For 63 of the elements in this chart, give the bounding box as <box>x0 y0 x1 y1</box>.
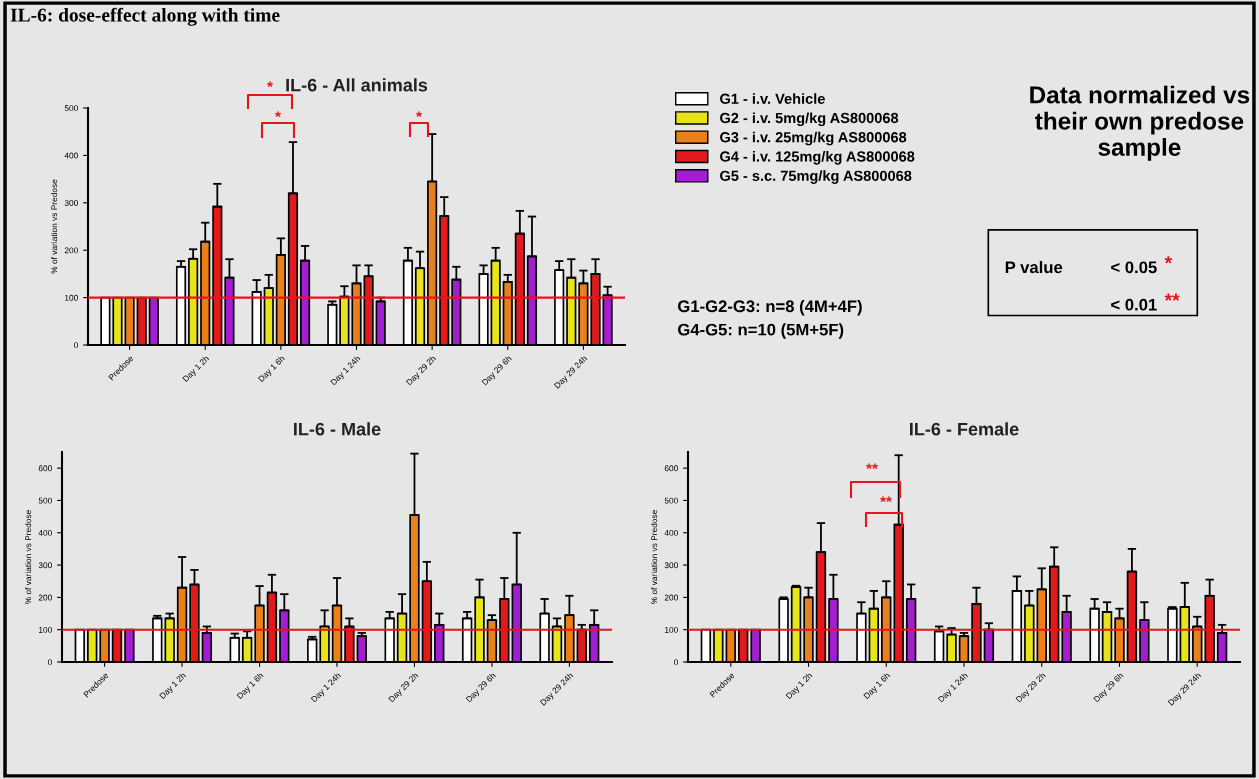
y-tick-label: 600 <box>38 465 52 472</box>
x-tick-label: Day 1 2h <box>158 672 188 701</box>
legend-label: G2 - i.v. 5mg/kg AS800068 <box>720 112 899 127</box>
legend-label: G4 - i.v. 125mg/kg AS800068 <box>720 150 915 165</box>
x-tick-label: Day 29 2h <box>1015 672 1047 704</box>
x-tick-label: Day 1 2h <box>785 672 814 701</box>
y-tick-label: 100 <box>665 626 678 633</box>
text: P value <box>1005 260 1063 274</box>
y-tick-label: 200 <box>64 247 78 254</box>
y-tick-label: 500 <box>64 105 78 112</box>
chart-title: IL-6 - All animals <box>286 78 428 92</box>
legend-label: G1 - i.v. Vehicle <box>720 93 825 104</box>
annotation: ** <box>866 463 878 470</box>
y-axis-title: % of variation vs Predose <box>651 510 658 604</box>
annotation: * <box>416 111 422 118</box>
y-axis-title: % of variation vs Predose <box>25 510 32 604</box>
x-tick-label: Day 29 2h <box>405 355 438 387</box>
chart-title: IL-6 - Female <box>910 422 1019 436</box>
annotation: ** <box>880 496 892 503</box>
text: Data normalized vs their own predose sample <box>1030 85 1250 161</box>
text: G4-G5: n=10 (5M+5F) <box>678 323 844 339</box>
x-tick-label: Day 29 2h <box>388 672 420 704</box>
x-tick-label: Day 29 24h <box>1167 672 1203 707</box>
legend-label: G5 - s.c. 75mg/kg AS800068 <box>720 170 912 184</box>
y-tick-label: 600 <box>664 465 678 472</box>
legend-label: G3 - i.v. 25mg/kg AS800068 <box>720 131 907 146</box>
text: * <box>267 81 273 88</box>
x-tick-label: Day 1 24h <box>330 355 362 387</box>
y-tick-label: 400 <box>664 529 678 536</box>
y-tick-label: 500 <box>38 497 52 504</box>
y-axis-title: % of variation vs Predose <box>51 179 58 274</box>
y-tick-label: 100 <box>65 294 78 301</box>
y-tick-label: 300 <box>664 562 678 569</box>
y-tick-label: 300 <box>64 200 78 206</box>
x-tick-label: Day 1 24h <box>310 672 343 704</box>
x-tick-label: Day 29 24h <box>539 672 575 707</box>
y-tick-label: 500 <box>664 497 678 504</box>
text: G1-G2-G3: n=8 (4M+4F) <box>678 299 862 316</box>
y-tick-label: 200 <box>664 594 678 601</box>
x-tick-label: Day 29 6h <box>465 672 498 704</box>
text: IL-6: dose-effect along with time <box>10 7 280 26</box>
x-tick-label: Day 29 24h <box>553 355 589 390</box>
y-tick-label: 200 <box>38 594 52 601</box>
chart-title: IL-6 - Male <box>294 422 381 436</box>
x-tick-label: Day 1 2h <box>182 355 211 384</box>
y-tick-label: 100 <box>39 626 52 633</box>
y-tick-label: 0 <box>673 659 678 666</box>
text: ** <box>1164 293 1180 301</box>
x-tick-label: Day 1 6h <box>236 672 265 701</box>
text: < 0.05 <box>1111 261 1157 274</box>
y-tick-label: 300 <box>38 562 52 569</box>
y-tick-label: 0 <box>73 342 78 349</box>
text: < 0.01 <box>1111 298 1157 311</box>
x-tick-label: Day 29 6h <box>1093 672 1125 704</box>
text: * <box>1164 256 1173 264</box>
y-tick-label: 400 <box>38 529 52 536</box>
y-tick-label: 400 <box>64 152 78 159</box>
x-tick-label: Day 29 6h <box>481 355 513 387</box>
y-tick-label: 0 <box>47 659 52 666</box>
x-tick-label: Day 1 6h <box>863 672 892 701</box>
annotation: * <box>275 111 281 118</box>
x-tick-label: Day 1 24h <box>937 672 970 704</box>
x-tick-label: Day 1 6h <box>257 355 286 384</box>
